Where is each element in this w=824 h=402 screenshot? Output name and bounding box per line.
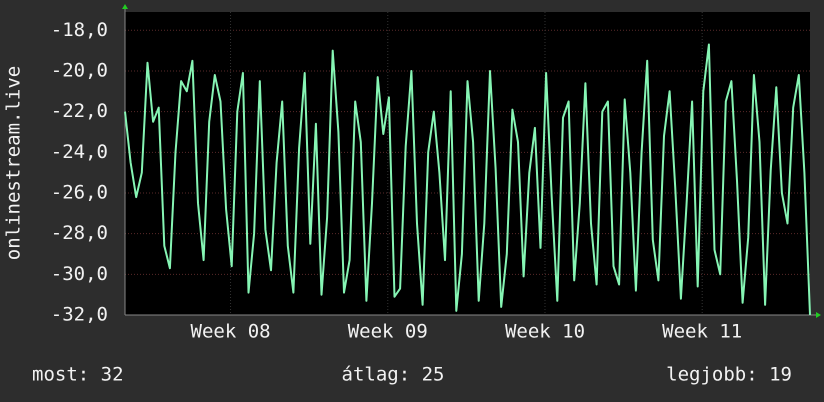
y-tick-label: -32,0 (51, 304, 108, 326)
x-tick-label: Week 08 (191, 321, 271, 343)
footer-current: most: 32 (32, 364, 124, 386)
x-tick-label: Week 10 (505, 321, 585, 343)
y-tick-label: -24,0 (51, 141, 108, 163)
footer-average: átlag: 25 (342, 364, 445, 386)
y-tick-label: -30,0 (51, 263, 108, 285)
y-tick-label: -20,0 (51, 59, 108, 81)
axis-arrow (122, 4, 128, 9)
y-tick-label: -26,0 (51, 181, 108, 203)
y-axis-label: onlinestream.live (3, 66, 25, 260)
axis-arrow (816, 312, 821, 318)
footer-best: legjobb: 19 (666, 364, 792, 386)
data-line (124, 43, 811, 316)
x-tick-label: Week 11 (662, 321, 742, 343)
plot-area (125, 12, 810, 315)
x-tick-label: Week 09 (348, 321, 428, 343)
y-tick-label: -22,0 (51, 100, 108, 122)
y-tick-label: -18,0 (51, 19, 108, 41)
y-tick-label: -28,0 (51, 222, 108, 244)
